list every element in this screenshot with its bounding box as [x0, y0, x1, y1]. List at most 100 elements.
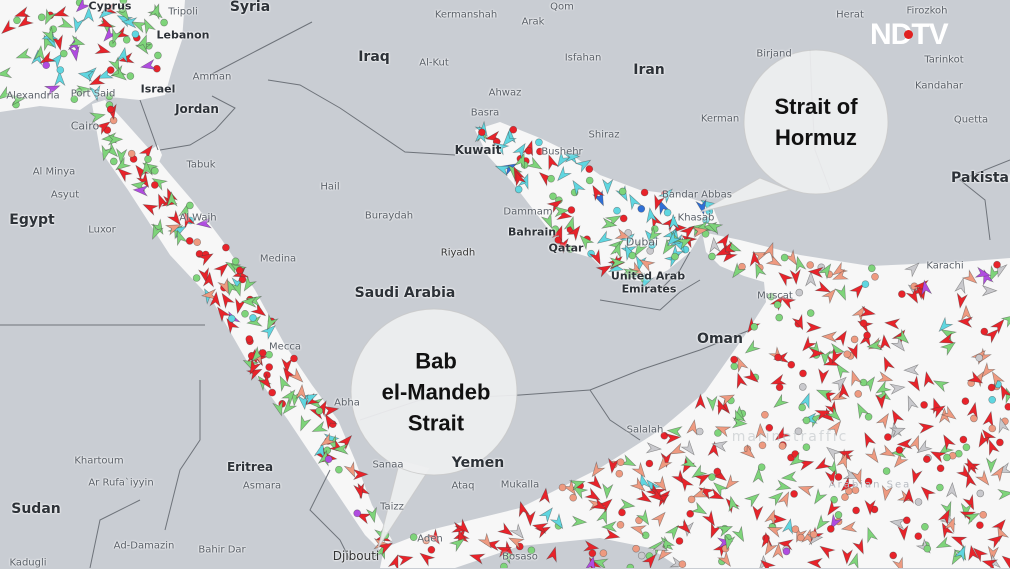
- ship-arrow-marker[interactable]: [825, 406, 844, 424]
- ship-arrow-marker[interactable]: [970, 544, 989, 563]
- ship-arrow-marker[interactable]: [978, 361, 996, 380]
- ship-arrow-marker[interactable]: [937, 507, 954, 526]
- ship-stationary-marker[interactable]: [105, 92, 114, 101]
- ship-stationary-marker[interactable]: [923, 544, 932, 553]
- ship-arrow-marker[interactable]: [938, 332, 956, 348]
- ship-stationary-marker[interactable]: [249, 314, 257, 322]
- ship-arrow-marker[interactable]: [263, 313, 279, 332]
- ship-arrow-marker[interactable]: [822, 354, 841, 371]
- ship-arrow-marker[interactable]: [780, 470, 798, 483]
- ship-arrow-marker[interactable]: [571, 515, 588, 527]
- ship-stationary-marker[interactable]: [898, 290, 906, 298]
- ship-arrow-marker[interactable]: [908, 434, 923, 452]
- ship-stationary-marker[interactable]: [618, 508, 626, 517]
- ship-arrow-marker[interactable]: [655, 455, 673, 473]
- ship-arrow-marker[interactable]: [814, 406, 831, 421]
- ship-arrow-marker[interactable]: [932, 376, 950, 393]
- ship-arrow-marker[interactable]: [260, 322, 278, 340]
- ship-arrow-marker[interactable]: [77, 69, 95, 82]
- ship-stationary-marker[interactable]: [750, 322, 759, 331]
- ship-stationary-marker[interactable]: [795, 288, 804, 297]
- ship-arrow-marker[interactable]: [707, 440, 719, 458]
- ship-stationary-marker[interactable]: [353, 509, 362, 518]
- ship-arrow-marker[interactable]: [281, 358, 293, 374]
- ship-arrow-marker[interactable]: [850, 468, 866, 485]
- ship-arrow-marker[interactable]: [675, 518, 694, 537]
- ship-stationary-marker[interactable]: [843, 350, 852, 359]
- ship-stationary-marker[interactable]: [632, 544, 640, 553]
- ship-arrow-marker[interactable]: [655, 198, 671, 216]
- ship-arrow-marker[interactable]: [827, 418, 844, 437]
- ship-arrow-marker[interactable]: [963, 457, 979, 475]
- ship-arrow-marker[interactable]: [307, 398, 324, 410]
- ship-stationary-marker[interactable]: [859, 319, 868, 328]
- ship-stationary-marker[interactable]: [478, 128, 486, 137]
- ship-arrow-marker[interactable]: [110, 66, 129, 83]
- ship-stationary-marker[interactable]: [585, 176, 594, 185]
- ship-stationary-marker[interactable]: [524, 147, 533, 155]
- ship-stationary-marker[interactable]: [637, 551, 646, 560]
- ship-arrow-marker[interactable]: [798, 392, 814, 410]
- ship-arrow-marker[interactable]: [751, 262, 767, 280]
- ship-stationary-marker[interactable]: [826, 525, 835, 533]
- ship-arrow-marker[interactable]: [240, 275, 257, 293]
- ship-stationary-marker[interactable]: [802, 416, 811, 425]
- ship-arrow-marker[interactable]: [793, 255, 807, 273]
- ship-arrow-marker[interactable]: [801, 528, 815, 546]
- ship-arrow-marker[interactable]: [641, 551, 660, 568]
- ship-arrow-marker[interactable]: [986, 265, 1002, 283]
- ship-stationary-marker[interactable]: [671, 252, 679, 261]
- ship-stationary-marker[interactable]: [640, 188, 649, 197]
- ship-arrow-marker[interactable]: [710, 479, 729, 497]
- ship-arrow-marker[interactable]: [595, 230, 614, 247]
- ship-arrow-marker[interactable]: [337, 432, 355, 451]
- ship-arrow-marker[interactable]: [139, 58, 157, 72]
- ship-stationary-marker[interactable]: [713, 467, 722, 476]
- ship-arrow-marker[interactable]: [202, 271, 215, 288]
- ship-stationary-marker[interactable]: [830, 495, 838, 504]
- ship-arrow-marker[interactable]: [602, 483, 614, 500]
- ship-arrow-marker[interactable]: [166, 209, 184, 228]
- ship-arrow-marker[interactable]: [631, 461, 648, 480]
- ship-arrow-marker[interactable]: [841, 548, 853, 565]
- ship-arrow-marker[interactable]: [846, 342, 862, 360]
- ship-arrow-marker[interactable]: [733, 355, 749, 373]
- ship-arrow-marker[interactable]: [619, 454, 638, 470]
- ship-arrow-marker[interactable]: [495, 543, 513, 558]
- ship-stationary-marker[interactable]: [834, 473, 843, 481]
- ship-arrow-marker[interactable]: [686, 419, 699, 436]
- ship-arrow-marker[interactable]: [966, 401, 980, 419]
- ship-stationary-marker[interactable]: [976, 489, 985, 498]
- ship-arrow-marker[interactable]: [651, 193, 666, 211]
- ship-stationary-marker[interactable]: [775, 383, 784, 392]
- ship-arrow-marker[interactable]: [864, 447, 882, 465]
- ship-stationary-marker[interactable]: [867, 264, 876, 273]
- ship-stationary-marker[interactable]: [914, 532, 923, 541]
- ship-stationary-marker[interactable]: [730, 362, 739, 371]
- ship-stationary-marker[interactable]: [641, 531, 650, 540]
- ship-arrow-marker[interactable]: [655, 544, 673, 563]
- ship-arrow-marker[interactable]: [365, 506, 380, 524]
- ship-arrow-marker[interactable]: [715, 232, 733, 250]
- ship-arrow-marker[interactable]: [985, 438, 1000, 457]
- ship-arrow-marker[interactable]: [477, 532, 495, 551]
- ship-arrow-marker[interactable]: [653, 475, 670, 494]
- ship-stationary-marker[interactable]: [686, 509, 695, 518]
- ship-stationary-marker[interactable]: [708, 252, 716, 261]
- ship-stationary-marker[interactable]: [616, 458, 625, 467]
- ship-arrow-marker[interactable]: [321, 412, 338, 431]
- ship-stationary-marker[interactable]: [241, 309, 249, 318]
- ship-arrow-marker[interactable]: [544, 153, 560, 171]
- ship-arrow-marker[interactable]: [540, 212, 557, 230]
- ship-arrow-marker[interactable]: [140, 17, 156, 35]
- ship-stationary-marker[interactable]: [119, 0, 128, 5]
- ship-arrow-marker[interactable]: [280, 398, 298, 417]
- ship-arrow-marker[interactable]: [814, 280, 832, 297]
- ship-arrow-marker[interactable]: [449, 535, 467, 553]
- ship-arrow-marker[interactable]: [772, 426, 791, 443]
- ship-arrow-marker[interactable]: [257, 373, 274, 391]
- ship-arrow-marker[interactable]: [966, 544, 980, 562]
- ship-arrow-marker[interactable]: [909, 467, 923, 485]
- ship-arrow-marker[interactable]: [821, 331, 838, 343]
- ship-stationary-marker[interactable]: [976, 521, 984, 530]
